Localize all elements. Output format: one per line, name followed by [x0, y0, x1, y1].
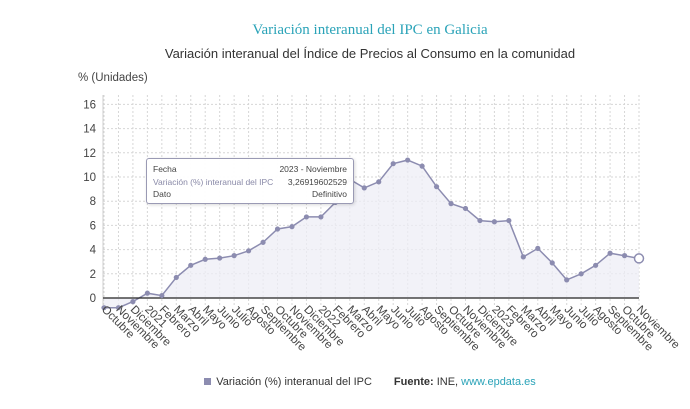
data-point[interactable] — [202, 256, 208, 262]
y-tick-label: 16 — [83, 99, 96, 111]
data-point[interactable] — [274, 226, 281, 232]
data-point[interactable] — [361, 185, 367, 191]
tooltip-row-status: Dato Definitivo — [153, 188, 347, 201]
chart-title: Variación interanual del IPC en Galicia — [252, 22, 488, 38]
y-tick-label: 2 — [90, 269, 96, 281]
data-point[interactable] — [260, 239, 266, 245]
tooltip-value: Definitivo — [312, 189, 347, 199]
source-link[interactable]: www.epdata.es — [461, 376, 536, 388]
y-tick-label: 6 — [90, 220, 96, 232]
data-point[interactable] — [593, 262, 599, 268]
data-point[interactable] — [564, 277, 570, 283]
data-point[interactable] — [506, 217, 512, 224]
data-point[interactable] — [231, 253, 237, 259]
data-point[interactable] — [303, 214, 310, 220]
data-point[interactable] — [549, 260, 555, 266]
data-point[interactable] — [491, 219, 498, 225]
data-point[interactable] — [405, 157, 411, 163]
data-point[interactable] — [477, 217, 483, 224]
data-point[interactable] — [159, 292, 165, 299]
y-axis-unit-label: % (Unidades) — [78, 72, 148, 84]
data-point[interactable] — [520, 254, 526, 260]
tooltip-value: 3,26919602529 — [287, 176, 347, 187]
data-point[interactable] — [115, 305, 122, 311]
chart-legend: Variación (%) interanual del IPC Fuente: … — [0, 376, 690, 388]
data-point[interactable] — [462, 205, 469, 212]
data-point[interactable] — [419, 163, 425, 169]
y-tick-label: 4 — [90, 245, 97, 257]
tooltip-row-series: Variación (%) interanual del IPC 3,26919… — [153, 176, 347, 189]
data-point[interactable] — [289, 224, 295, 230]
x-axis-ticks: OctubreNoviembreDiciembre2021FebreroMarz… — [99, 304, 682, 354]
data-point[interactable] — [607, 250, 613, 256]
data-point[interactable] — [578, 271, 584, 277]
tooltip-key: Fecha — [153, 164, 177, 174]
y-tick-label: 0 — [90, 293, 96, 305]
data-point[interactable] — [217, 255, 223, 261]
source-label: Fuente: — [393, 376, 434, 388]
data-point[interactable] — [318, 214, 324, 220]
series-line — [104, 159, 640, 309]
series-points[interactable] — [101, 157, 645, 311]
data-point[interactable] — [433, 184, 440, 190]
data-tooltip: Fecha 2023 - Noviembre Variación (%) int… — [146, 158, 354, 204]
data-point[interactable] — [245, 248, 252, 254]
legend-swatch — [204, 378, 212, 385]
data-point[interactable] — [173, 274, 179, 281]
data-point[interactable] — [130, 299, 136, 305]
data-point[interactable] — [621, 253, 628, 259]
data-point-highlighted[interactable] — [633, 253, 645, 264]
data-point[interactable] — [144, 290, 150, 296]
data-point[interactable] — [376, 179, 382, 185]
y-tick-label: 14 — [83, 124, 96, 136]
chart-subtitle: Variación interanual del Índice de Preci… — [164, 46, 576, 61]
tooltip-value: 2023 - Noviembre — [279, 164, 347, 174]
series-area-fill — [104, 160, 639, 308]
y-axis-ticks: 0 2 4 6 8 10 12 14 16 — [83, 99, 96, 305]
data-point[interactable] — [390, 161, 396, 167]
data-point[interactable] — [448, 201, 454, 207]
tooltip-row-date: Fecha 2023 - Noviembre — [153, 163, 347, 176]
data-point[interactable] — [535, 245, 541, 251]
legend-series-label[interactable]: Variación (%) interanual del IPC — [216, 376, 372, 388]
tooltip-key: Dato — [153, 189, 171, 199]
y-tick-label: 10 — [83, 172, 96, 184]
data-point[interactable] — [188, 262, 194, 268]
y-tick-label: 8 — [90, 196, 96, 208]
y-tick-label: 12 — [83, 148, 96, 160]
source-text: INE, — [436, 376, 462, 388]
data-point[interactable] — [101, 305, 107, 311]
tooltip-key: Variación (%) interanual del IPC — [153, 176, 274, 187]
